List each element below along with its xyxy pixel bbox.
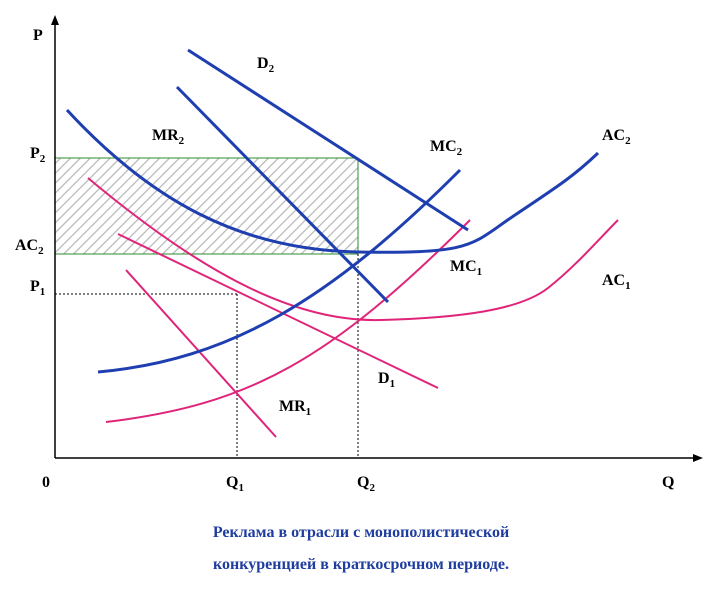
ac2-label: AC2	[602, 127, 631, 147]
mc1-curve	[105, 219, 471, 423]
q1-label: Q1	[226, 474, 244, 494]
origin-label: 0	[42, 474, 50, 491]
mc2-label: MC2	[430, 138, 463, 158]
ac2-curve	[65, 108, 600, 254]
q2-label: Q2	[357, 474, 375, 494]
mr1-label: MR1	[279, 398, 311, 418]
caption-line-2: конкуренцией в краткосрочном периоде.	[213, 556, 509, 573]
p1-label: P1	[30, 278, 45, 298]
d1-label: D1	[378, 370, 395, 390]
ac1-label: AC1	[602, 272, 631, 292]
profit-area	[54, 157, 359, 255]
mr2-label: MR2	[152, 127, 185, 147]
quantity-axis-label: Q	[662, 474, 674, 491]
mc1-label: MC1	[450, 258, 482, 278]
caption-line-1: Реклама в отрасли с монополистической	[212, 524, 510, 541]
ac2-level-label: AC2	[15, 237, 44, 257]
mr1-curve	[125, 269, 277, 438]
ac1-curve	[87, 177, 619, 322]
d2-curve	[187, 48, 469, 232]
p2-label: P2	[30, 145, 46, 165]
d1-curve	[117, 233, 439, 389]
d2-label: D2	[257, 55, 275, 75]
price-axis-label: P	[33, 27, 43, 44]
mr2-curve	[175, 85, 390, 304]
mc2-curve	[97, 168, 462, 374]
